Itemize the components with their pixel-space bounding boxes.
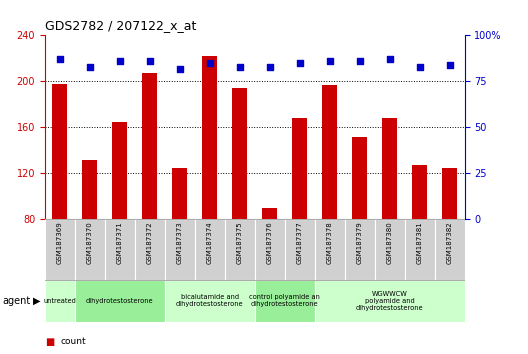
Text: GSM187372: GSM187372 [147, 221, 153, 264]
Bar [442, 168, 457, 219]
Text: GSM187375: GSM187375 [237, 221, 243, 264]
Point [86, 64, 94, 69]
Bar [322, 85, 337, 219]
Point [55, 57, 64, 62]
Text: untreated: untreated [43, 298, 77, 304]
Text: GSM187379: GSM187379 [357, 221, 363, 264]
Text: WGWWCW
polyamide and
dihydrotestosterone: WGWWCW polyamide and dihydrotestosterone [356, 291, 423, 311]
Text: GSM187373: GSM187373 [177, 221, 183, 264]
Text: GSM187382: GSM187382 [447, 221, 452, 264]
Point [446, 62, 454, 68]
Bar [292, 118, 307, 219]
Bar [254, 280, 315, 322]
Bar [135, 219, 165, 280]
Bar [202, 56, 218, 219]
Bar [45, 280, 75, 322]
Bar [52, 84, 68, 219]
Point [116, 58, 124, 64]
Point [416, 64, 424, 69]
Bar [165, 219, 195, 280]
Bar [404, 219, 435, 280]
Text: GSM187369: GSM187369 [57, 221, 63, 264]
Point [355, 58, 364, 64]
Text: GSM187377: GSM187377 [297, 221, 303, 264]
Bar [195, 219, 225, 280]
Point [235, 64, 244, 69]
Point [266, 64, 274, 69]
Text: GDS2782 / 207122_x_at: GDS2782 / 207122_x_at [45, 19, 196, 32]
Bar [143, 73, 157, 219]
Text: GSM187378: GSM187378 [327, 221, 333, 264]
Bar [315, 219, 345, 280]
Bar [45, 219, 75, 280]
Text: agent: agent [3, 296, 31, 306]
Bar [75, 280, 165, 322]
Bar [172, 168, 187, 219]
Text: GSM187380: GSM187380 [386, 221, 393, 264]
Text: ■: ■ [45, 337, 54, 347]
Bar [435, 219, 465, 280]
Bar [75, 219, 105, 280]
Bar [315, 280, 465, 322]
Text: count: count [61, 337, 87, 346]
Bar [232, 88, 247, 219]
Text: ▶: ▶ [33, 296, 40, 306]
Bar [262, 208, 277, 219]
Bar [105, 219, 135, 280]
Text: GSM187371: GSM187371 [117, 221, 123, 264]
Point [296, 60, 304, 66]
Text: control polyamide an
dihydrotestosterone: control polyamide an dihydrotestosterone [249, 295, 320, 307]
Bar [254, 219, 285, 280]
Bar [165, 280, 254, 322]
Text: GSM187381: GSM187381 [417, 221, 423, 264]
Bar [112, 122, 127, 219]
Bar [412, 165, 427, 219]
Point [176, 66, 184, 72]
Bar [352, 137, 367, 219]
Text: dihydrotestosterone: dihydrotestosterone [86, 298, 154, 304]
Bar [382, 118, 397, 219]
Point [146, 58, 154, 64]
Text: GSM187376: GSM187376 [267, 221, 273, 264]
Point [385, 57, 394, 62]
Text: GSM187370: GSM187370 [87, 221, 93, 264]
Bar [375, 219, 404, 280]
Bar [82, 160, 97, 219]
Bar [345, 219, 375, 280]
Bar [225, 219, 254, 280]
Text: GSM187374: GSM187374 [207, 221, 213, 264]
Text: bicalutamide and
dihydrotestosterone: bicalutamide and dihydrotestosterone [176, 295, 243, 307]
Point [325, 58, 334, 64]
Bar [285, 219, 315, 280]
Point [205, 60, 214, 66]
